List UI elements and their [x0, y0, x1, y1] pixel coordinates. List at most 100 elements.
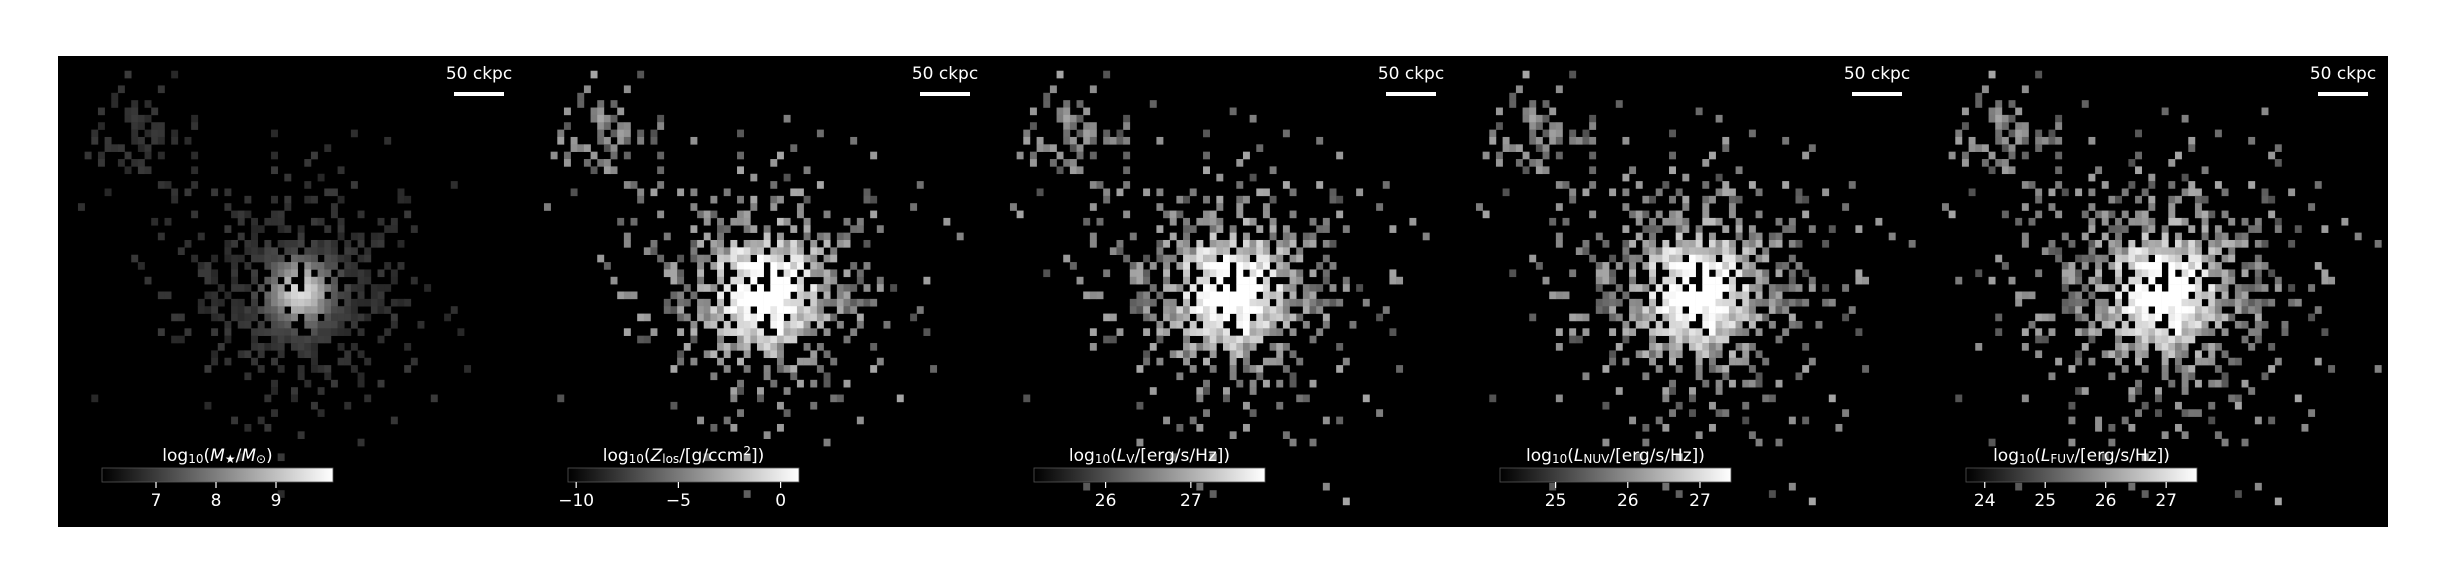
pixel — [2081, 387, 2089, 395]
pixel — [1955, 129, 1963, 138]
pixel — [1262, 188, 1270, 197]
pixel — [1535, 262, 1543, 270]
pixel — [2314, 262, 2322, 270]
pixel — [2228, 247, 2236, 256]
pixel — [1695, 335, 1703, 344]
pixel — [1229, 107, 1237, 116]
pixel — [796, 239, 804, 248]
pixel — [757, 394, 764, 403]
pixel — [1089, 291, 1097, 300]
pixel — [2174, 328, 2182, 336]
pixel — [1555, 232, 1563, 241]
pixel — [2268, 269, 2276, 278]
pixel — [1256, 188, 1264, 197]
pixel — [1549, 291, 1557, 300]
pixel — [1589, 254, 1597, 263]
pixel — [1575, 313, 1583, 322]
pixel — [1262, 262, 1270, 270]
pixel — [1948, 210, 1956, 219]
pixel — [251, 291, 259, 300]
pixel — [1615, 343, 1623, 351]
pixel — [1289, 254, 1297, 263]
pixel — [370, 239, 378, 248]
pixel — [1262, 284, 1270, 292]
pixel — [1755, 372, 1763, 381]
pixel — [237, 232, 245, 241]
pixel — [1136, 262, 1144, 270]
pixel — [1609, 306, 1617, 314]
pixel — [2128, 159, 2136, 167]
pixel — [324, 188, 332, 197]
pixel — [717, 306, 725, 314]
pixel — [251, 313, 259, 322]
pixel — [2095, 306, 2103, 314]
pixel — [2135, 313, 2142, 322]
pixel — [1475, 203, 1483, 211]
pixel — [2108, 306, 2116, 314]
pixel — [330, 262, 338, 270]
pixel — [836, 239, 844, 248]
pixel — [2241, 438, 2249, 447]
pixel — [1675, 328, 1683, 336]
pixel — [770, 195, 778, 204]
pixel — [390, 217, 398, 226]
pixel — [1649, 239, 1657, 248]
pixel — [1529, 100, 1537, 108]
pixel — [776, 232, 784, 241]
pixel — [1196, 482, 1204, 491]
pixel — [1715, 306, 1723, 314]
pixel — [197, 306, 205, 314]
pixel — [1722, 372, 1730, 381]
pixel — [2221, 372, 2229, 381]
pixel — [603, 122, 611, 130]
pixel — [277, 306, 285, 314]
colorbar — [1033, 467, 1266, 483]
pixel — [1289, 284, 1297, 292]
pixel — [2181, 313, 2189, 322]
pixel — [1296, 254, 1304, 263]
pixel — [2254, 254, 2262, 263]
pixel — [1662, 247, 1670, 256]
pixel — [2095, 284, 2103, 292]
pixel — [2288, 188, 2296, 197]
pixel — [570, 136, 578, 145]
pixel — [1482, 151, 1490, 160]
pixel — [1649, 232, 1657, 241]
pixel — [690, 254, 698, 263]
pixel — [2161, 306, 2169, 314]
pixel — [2181, 291, 2189, 300]
pixel — [1149, 387, 1157, 395]
pixel — [211, 357, 219, 366]
pixel — [1183, 313, 1191, 322]
pixel — [1722, 239, 1730, 248]
pixel — [1183, 254, 1191, 263]
pixel — [157, 151, 165, 160]
pixel — [2228, 239, 2236, 248]
pixel — [2068, 306, 2076, 314]
pixel — [776, 276, 784, 285]
pixel — [1169, 350, 1177, 359]
pixel — [810, 306, 818, 314]
pixel — [1682, 335, 1690, 344]
pixel — [1708, 254, 1716, 263]
pixel — [1655, 254, 1663, 263]
pixel — [350, 343, 358, 351]
pixel — [1236, 247, 1244, 256]
pixel — [2194, 254, 2202, 263]
pixel — [2121, 343, 2129, 351]
pixel — [131, 159, 139, 167]
pixel — [1728, 254, 1736, 263]
pixel — [1083, 107, 1091, 116]
pixel — [757, 298, 764, 307]
pixel — [157, 85, 165, 94]
pixel — [344, 254, 352, 263]
pixel — [2228, 298, 2236, 307]
pixel — [1056, 107, 1064, 116]
pixel — [2141, 313, 2149, 322]
pixel — [2168, 379, 2176, 388]
pixel — [2121, 416, 2129, 425]
pixel — [1123, 210, 1131, 219]
pixel — [137, 114, 145, 123]
pixel — [590, 151, 598, 160]
colorbar-tick-label: 25 — [2034, 491, 2056, 511]
